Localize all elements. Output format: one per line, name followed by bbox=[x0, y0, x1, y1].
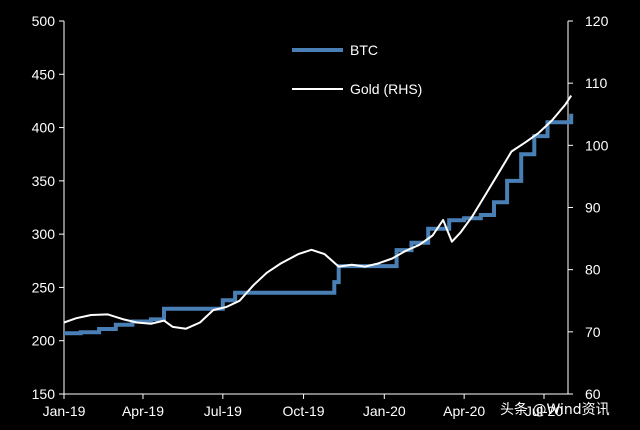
series-layer bbox=[63, 95, 574, 336]
x-tick-label: Jan-20 bbox=[363, 403, 406, 419]
y-left-tick-label: 200 bbox=[32, 333, 56, 349]
axes: 150 200 250 300 350 400 450 500 60 70 80 90 100 110 12… bbox=[32, 13, 609, 419]
y-left-tick-label: 400 bbox=[32, 120, 56, 136]
legend: BTC Gold (RHS) bbox=[292, 42, 422, 97]
y-left-tick-label: 300 bbox=[32, 226, 56, 242]
x-tick-label: Jul-20 bbox=[525, 403, 563, 419]
watermark-text: 头条 @Wind资讯 bbox=[500, 401, 610, 418]
y-left-tick-label: 250 bbox=[32, 279, 56, 295]
y-right-tick-label: 80 bbox=[585, 262, 601, 278]
y-right-tick-label: 70 bbox=[585, 324, 601, 340]
watermark: 头条 @Wind资讯 bbox=[500, 401, 610, 418]
x-tick-label: Apr-20 bbox=[443, 403, 485, 419]
y-left-tick-label: 450 bbox=[32, 66, 56, 82]
x-tick-label: Apr-19 bbox=[122, 403, 164, 419]
y-left-tick-label: 150 bbox=[32, 386, 56, 402]
y-right-tick-label: 120 bbox=[585, 13, 609, 29]
x-tick-label: Jul-19 bbox=[204, 403, 242, 419]
y-right-tick-label: 90 bbox=[585, 200, 601, 216]
y-right-tick-label: 110 bbox=[585, 75, 608, 91]
x-tick-label: Oct-19 bbox=[283, 403, 325, 419]
y-left-tick-label: 500 bbox=[32, 13, 56, 29]
y-right-tick-label: 60 bbox=[585, 386, 601, 402]
y-right-tick-label: 100 bbox=[585, 137, 609, 153]
legend-label-gold: Gold (RHS) bbox=[350, 81, 422, 97]
legend-label-btc: BTC bbox=[350, 42, 378, 58]
y-left-tick-label: 350 bbox=[32, 173, 56, 189]
x-tick-label: Jan-19 bbox=[43, 403, 86, 419]
series-line-gold bbox=[63, 95, 573, 330]
